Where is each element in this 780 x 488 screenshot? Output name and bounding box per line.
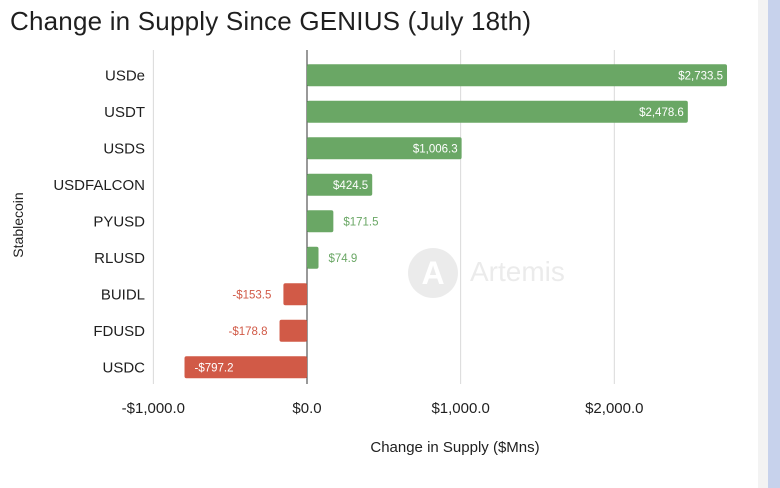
data-label: $424.5 [333,180,368,192]
artemis-logo-letter-icon: A [421,255,445,291]
data-label: $2,478.6 [639,107,684,119]
y-tick-label: USDFALCON [53,177,145,194]
watermark-text: Artemis [470,256,565,287]
bar [184,356,307,379]
artemis-watermark: A Artemis [408,246,608,302]
y-tick-label: USDe [105,67,145,84]
y-tick-label: FDUSD [93,323,145,340]
y-tick-label: BUIDL [101,286,145,303]
data-label: $171.5 [343,216,378,228]
chart-title: Change in Supply Since GENIUS (July 18th… [10,6,532,36]
bar [307,246,319,269]
bar [307,173,373,196]
artemis-logo-icon [408,248,458,298]
scrollbar-track[interactable] [768,0,780,488]
y-axis-title: Stablecoin [10,192,26,257]
y-tick-label: USDS [103,140,145,157]
data-label: -$797.2 [195,362,234,374]
data-labels: $2,733.5 $2,478.6 $1,006.3 $424.5 $171.5 $74.… [195,70,723,374]
x-axis-title: Change in Supply ($Mns) [370,439,539,456]
y-tick-labels: USDe USDT USDS USDFALCON PYUSD RLUSD BUIDL FDUS… [53,67,145,376]
bar [307,64,728,87]
bars [184,64,728,379]
x-tick-label: $0.0 [292,400,321,417]
bar [283,283,307,306]
data-label: $74.9 [329,253,358,265]
y-tick-label: PYUSD [93,213,145,230]
data-label: $2,733.5 [678,70,723,82]
data-label: -$153.5 [232,289,271,301]
y-tick-label: USDT [104,104,145,121]
bar [279,319,307,342]
x-tick-labels: -$1,000.0 $0.0 $1,000.0 $2,000.0 [122,400,644,417]
x-tick-label: $2,000.0 [585,400,643,417]
y-tick-label: RLUSD [94,250,145,267]
y-tick-label: USDC [102,359,145,376]
x-tick-label: $1,000.0 [431,400,489,417]
bar [307,210,334,233]
data-label: $1,006.3 [413,143,458,155]
data-label: -$178.8 [229,326,268,338]
x-tick-label: -$1,000.0 [122,400,185,417]
bar [307,137,462,160]
page-edge [758,0,768,488]
bar [307,100,688,123]
